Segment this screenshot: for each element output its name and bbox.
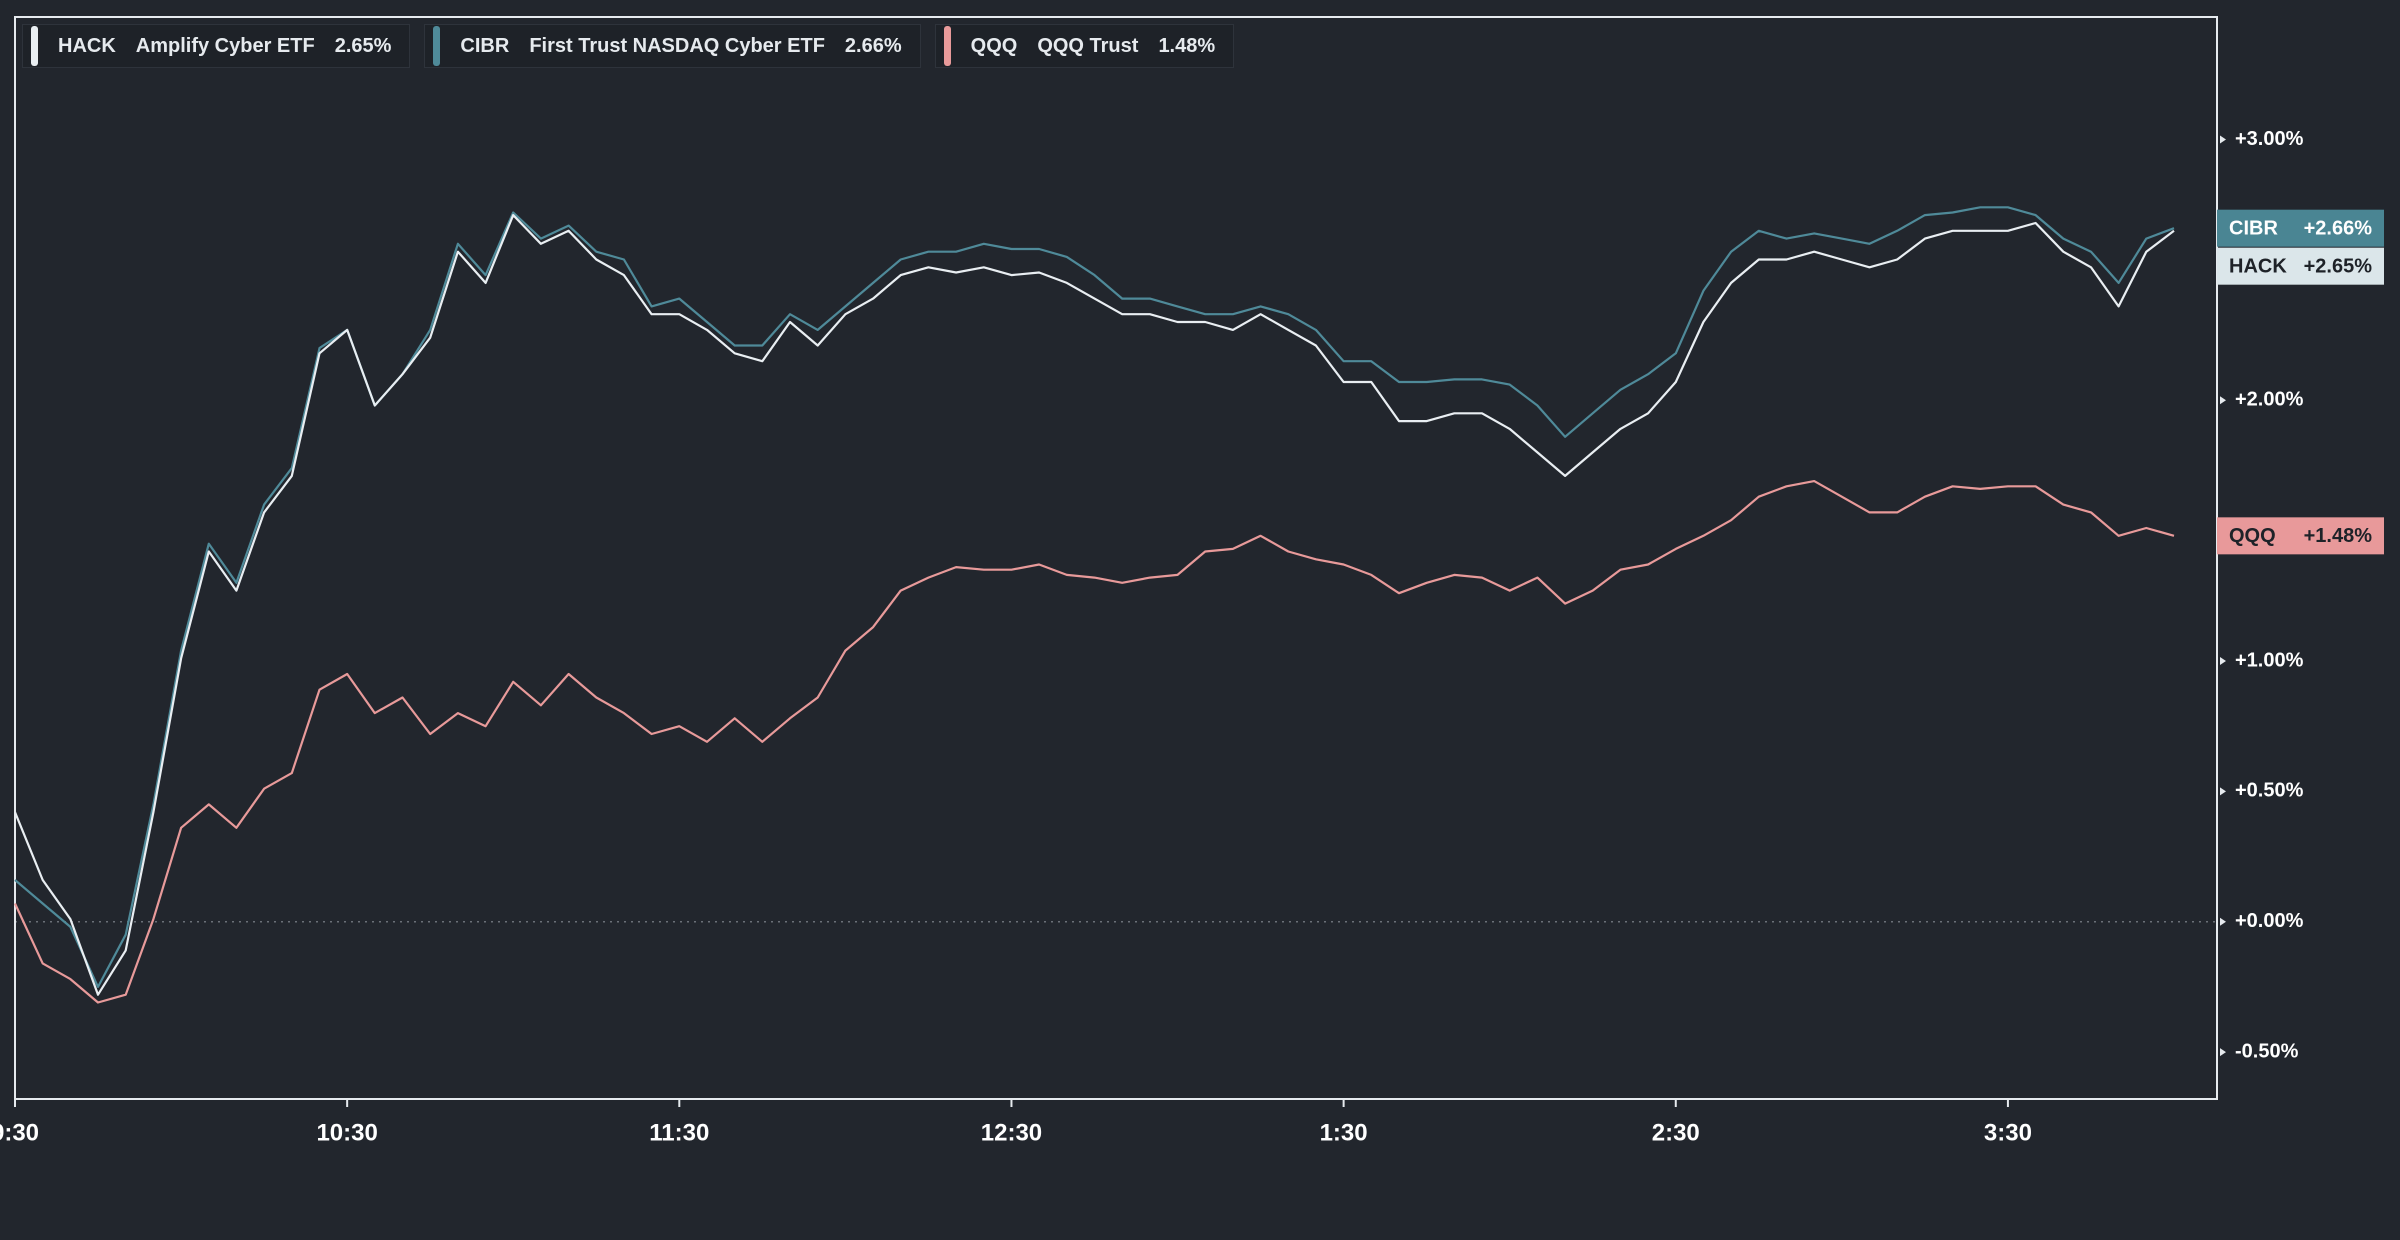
y-tick-mark — [2220, 917, 2226, 926]
end-tag-name: CIBR — [2229, 217, 2278, 239]
end-tag-name: QQQ — [2229, 525, 2276, 547]
legend-item: HACK Amplify Cyber ETF 2.65% — [22, 24, 411, 68]
x-tick-label: 10:30 — [316, 1119, 377, 1146]
legend-ticker: HACK — [58, 34, 116, 57]
end-tag-bg — [2217, 517, 2384, 555]
end-tag-value: +2.66% — [2304, 217, 2373, 239]
x-tick-label: 11:30 — [649, 1119, 709, 1146]
y-tick-mark — [2220, 1048, 2226, 1057]
end-tag-bg — [2217, 209, 2384, 247]
series-line — [14, 206, 2175, 988]
legend-item: QQQ QQQ Trust 1.48% — [934, 24, 1235, 68]
legend-ticker: QQQ — [970, 34, 1018, 57]
end-tag-bg — [2217, 247, 2384, 285]
y-tick-label: +1.00% — [2235, 649, 2304, 671]
legend-description: First Trust NASDAQ Cyber ETF — [529, 34, 825, 57]
x-tick-label: 1:30 — [1320, 1119, 1368, 1146]
end-tag: HACK +2.65% — [2217, 247, 2384, 285]
y-tick-label: +0.00% — [2235, 910, 2304, 932]
y-tick-label: -0.50% — [2235, 1040, 2299, 1062]
plot-frame — [14, 16, 2218, 1100]
legend-swatch — [31, 26, 38, 66]
y-tick-label: +2.00% — [2235, 389, 2304, 411]
legend-item: CIBR First Trust NASDAQ Cyber ETF 2.66% — [424, 24, 921, 68]
series-line — [14, 480, 2175, 1004]
series-line — [13, 214, 2175, 996]
legend-ticker: CIBR — [460, 34, 510, 57]
legend-description: QQQ Trust — [1037, 34, 1139, 57]
legend-description: Amplify Cyber ETF — [135, 34, 315, 57]
legend-swatch — [943, 26, 951, 66]
end-tag-name: HACK — [2229, 255, 2287, 277]
end-tag-value: +2.65% — [2304, 255, 2373, 277]
y-tick-label: +0.50% — [2235, 780, 2304, 802]
end-tag-value: +1.48% — [2304, 525, 2373, 547]
x-tick-label: 12:30 — [981, 1119, 1042, 1146]
end-tag: QQQ +1.48% — [2217, 517, 2384, 555]
y-tick-mark — [2220, 396, 2226, 405]
legend: HACK Amplify Cyber ETF 2.65% CIBR First Trus… — [22, 24, 1235, 68]
y-tick-mark — [2220, 135, 2226, 144]
x-tick-label: 9:30 — [0, 1119, 39, 1146]
end-tag: CIBR +2.66% — [2217, 209, 2384, 247]
legend-change: 1.48% — [1158, 34, 1216, 57]
legend-change: 2.66% — [844, 34, 902, 57]
y-tick-mark — [2220, 656, 2226, 665]
x-tick-label: 2:30 — [1652, 1119, 1700, 1146]
legend-change: 2.65% — [334, 34, 392, 57]
y-tick-mark — [2220, 787, 2226, 796]
x-tick-label: 3:30 — [1984, 1119, 2032, 1146]
legend-swatch — [433, 26, 441, 66]
y-tick-label: +3.00% — [2235, 128, 2304, 150]
